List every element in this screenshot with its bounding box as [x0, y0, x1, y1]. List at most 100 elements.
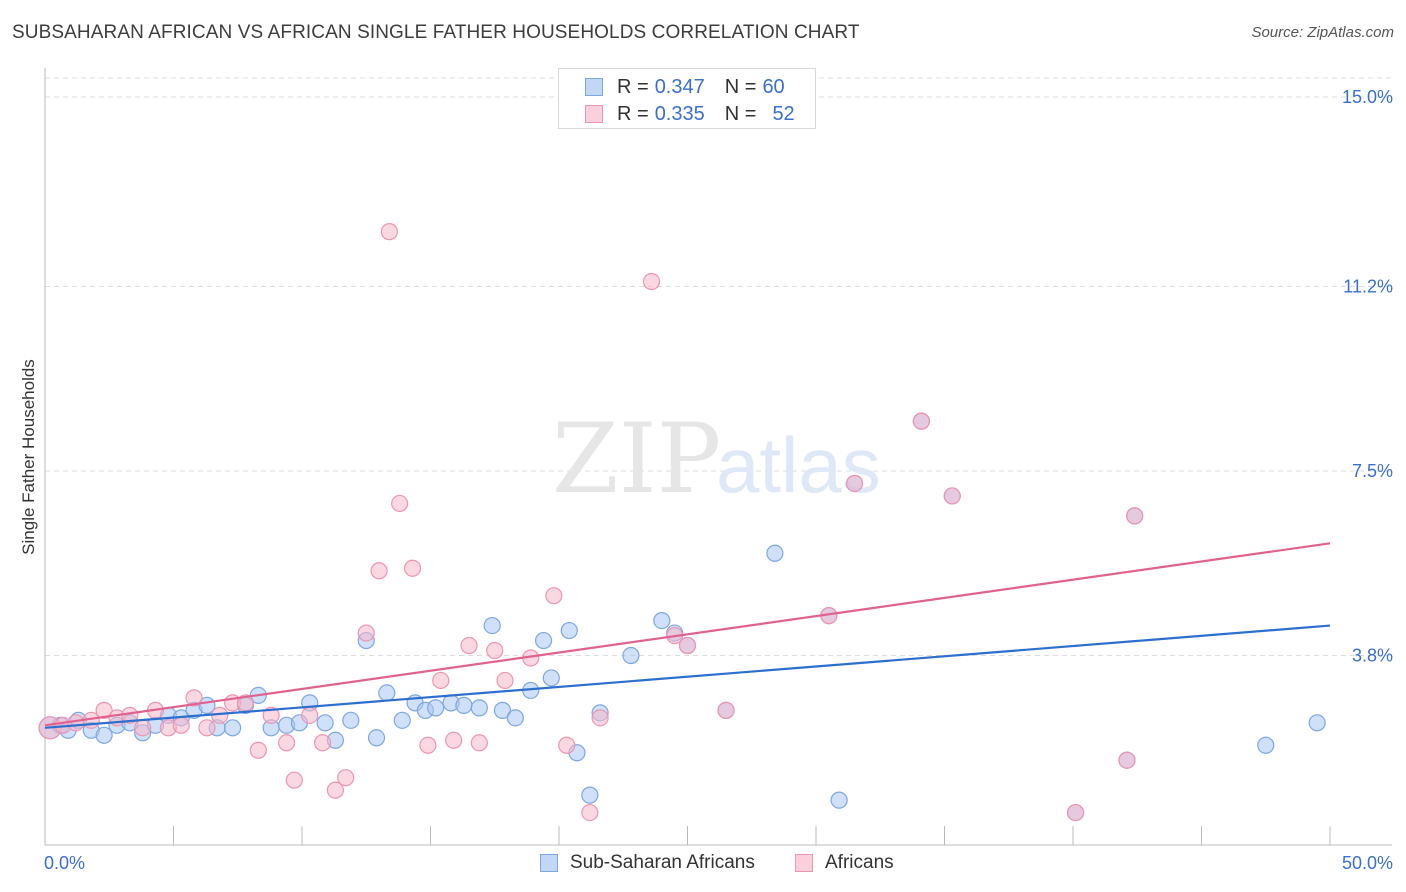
point-african — [496, 671, 514, 690]
legend-item-sub-saharan: Sub-Saharan Africans — [540, 852, 755, 874]
point-sub-saharan — [427, 699, 445, 717]
legend-n-label: N = — [724, 102, 757, 125]
point-african — [545, 587, 563, 605]
point-african — [313, 734, 332, 752]
trend-lines — [44, 542, 1331, 729]
point-sub-saharan — [367, 729, 386, 747]
point-african — [470, 734, 488, 752]
point-sub-saharan — [542, 669, 560, 687]
x-tick-label-min: 0.0% — [44, 853, 85, 873]
point-african — [285, 771, 303, 789]
axes — [44, 68, 1392, 846]
point-african — [845, 474, 864, 493]
legend-n-value: 52 — [772, 102, 795, 125]
point-sub-saharan — [560, 621, 578, 640]
x-tick-label-max: 50.0% — [1342, 853, 1393, 873]
point-sub-saharan — [95, 726, 113, 744]
point-african — [1126, 507, 1144, 525]
point-african — [558, 736, 576, 754]
legend-swatch-pink — [795, 854, 813, 872]
point-sub-saharan — [653, 611, 671, 630]
point-sub-saharan — [1257, 736, 1275, 754]
point-sub-saharan — [581, 786, 599, 804]
point-african — [717, 701, 735, 719]
point-sub-saharan — [622, 646, 640, 665]
watermark-atlas: atlas — [716, 421, 881, 509]
point-sub-saharan — [470, 699, 488, 717]
legend-swatch-blue — [585, 78, 603, 96]
series-africans — [38, 223, 1144, 822]
y-tick-label: 3.8% — [1352, 646, 1393, 666]
point-african — [185, 689, 203, 707]
legend-r-label: R = — [617, 102, 649, 125]
point-african — [445, 731, 463, 749]
point-african — [678, 636, 697, 655]
legend-label-africans: Africans — [825, 852, 894, 873]
legend-n-value: 60 — [762, 75, 785, 98]
y-tick-label: 11.2% — [1343, 276, 1393, 296]
y-axis-label: Single Father Households — [19, 359, 38, 555]
point-african — [1118, 751, 1136, 769]
legend-swatch-pink — [585, 105, 603, 123]
point-sub-saharan — [224, 719, 242, 737]
point-sub-saharan — [493, 701, 512, 719]
trend-line-africans — [44, 542, 1331, 727]
legend-item-africans: Africans — [795, 852, 894, 874]
point-african — [95, 701, 113, 719]
point-sub-saharan — [455, 696, 473, 714]
point-sub-saharan — [506, 709, 524, 727]
legend-n-label: N = — [724, 75, 757, 98]
point-african — [172, 716, 190, 734]
point-african — [486, 641, 504, 660]
point-african — [380, 223, 398, 241]
watermark-zip: ZIP — [552, 403, 721, 515]
series-legend: Sub-Saharan Africans Africans — [0, 852, 1406, 878]
point-african — [301, 706, 319, 724]
grid-lines — [45, 77, 1392, 657]
point-african — [460, 636, 478, 655]
point-african — [262, 706, 280, 724]
point-african — [357, 624, 375, 642]
point-sub-saharan — [378, 684, 396, 702]
point-african — [912, 412, 930, 430]
legend-swatch-blue — [540, 854, 558, 872]
point-african — [943, 487, 961, 505]
point-sub-saharan — [534, 631, 553, 650]
stats-legend: R = 0.347 N = 60 R = 0.335 N = 52 — [558, 68, 816, 129]
y-tick-label: 7.5% — [1352, 461, 1393, 481]
point-sub-saharan — [830, 791, 848, 809]
point-african — [403, 559, 422, 577]
point-african — [198, 719, 216, 737]
point-sub-saharan — [316, 714, 334, 732]
legend-row-blue: R = 0.347 N = 60 — [585, 75, 785, 99]
trend-line-sub-saharan — [44, 624, 1331, 729]
point-african — [642, 272, 661, 291]
point-african — [432, 671, 450, 690]
legend-r-value: 0.335 — [654, 102, 705, 125]
point-african — [581, 803, 599, 822]
chart-title: SUBSAHARAN AFRICAN VS AFRICAN SINGLE FAT… — [12, 22, 860, 43]
legend-r-value: 0.347 — [654, 75, 705, 98]
point-african — [337, 769, 355, 787]
point-african — [277, 734, 296, 752]
point-sub-saharan — [483, 616, 501, 635]
point-sub-saharan — [342, 711, 360, 729]
point-african — [391, 494, 409, 513]
legend-row-pink: R = 0.335 N = 52 — [585, 102, 795, 126]
point-african — [419, 736, 437, 754]
point-sub-saharan — [1308, 714, 1326, 732]
source-label: Source: ZipAtlas.com — [1251, 24, 1394, 41]
point-sub-saharan — [393, 711, 411, 729]
point-african — [134, 719, 152, 737]
point-african — [326, 781, 345, 799]
legend-r-label: R = — [617, 75, 649, 98]
point-african — [591, 709, 609, 727]
point-african — [249, 741, 267, 759]
y-tick-label: 15.0% — [1342, 87, 1393, 107]
point-sub-saharan — [766, 544, 784, 562]
tick-labels: 3.8% 7.5% 11.2% 15.0% 0.0% 50.0% — [44, 87, 1393, 873]
point-african — [370, 562, 388, 580]
point-african — [1066, 803, 1085, 822]
legend-label-sub-saharan: Sub-Saharan Africans — [570, 852, 755, 873]
